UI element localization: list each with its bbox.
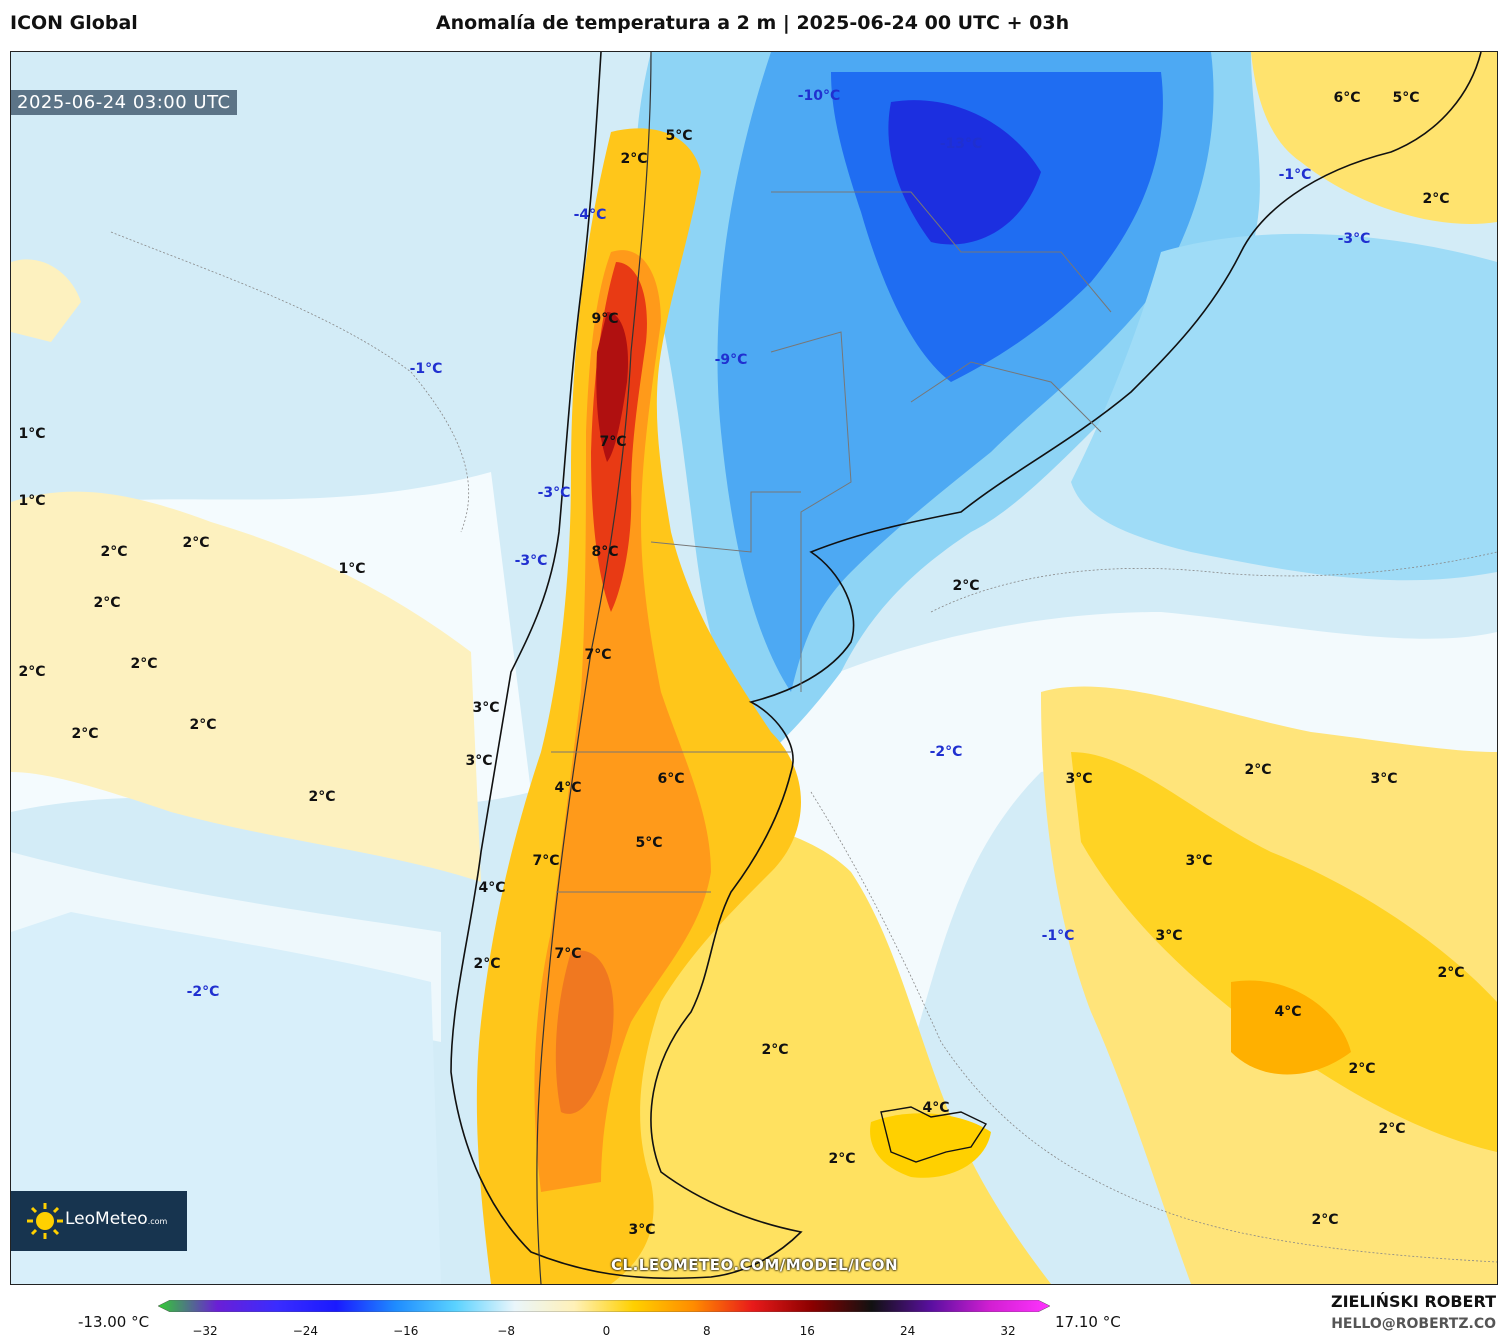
author-email[interactable]: HELLO@ROBERTZ.CO (1331, 1316, 1496, 1332)
contour-label: 4°C (478, 880, 506, 896)
contour-label: 2°C (18, 664, 46, 680)
anomaly-map (11, 52, 1497, 1284)
colorbar-min-label: -13.00 °C (78, 1313, 150, 1331)
contour-label: -3°C (514, 553, 548, 569)
colorbar-tick: 16 (799, 1324, 815, 1338)
contour-label: 2°C (308, 789, 336, 805)
cold-anomaly (1071, 233, 1497, 581)
contour-label: -9°C (714, 352, 748, 368)
contour-label: 3°C (1155, 928, 1183, 944)
contour-label: 5°C (665, 128, 693, 144)
warm-anomaly (555, 950, 614, 1114)
contour-label: -13°C (939, 136, 983, 152)
contour-label: 2°C (952, 578, 980, 594)
contour-label: 7°C (532, 853, 560, 869)
contour-label: -1°C (1278, 167, 1312, 183)
contour-label: -4°C (573, 207, 607, 223)
contour-label: 7°C (584, 647, 612, 663)
contour-label: 5°C (1392, 90, 1420, 106)
author-name: ZIELIŃSKI ROBERT (1330, 1292, 1496, 1311)
contour-label: 3°C (472, 700, 500, 716)
contour-label: 2°C (130, 656, 158, 672)
warm-anomaly (596, 312, 629, 462)
warm-anomaly (1231, 980, 1351, 1075)
colorbar-tick: −8 (497, 1324, 515, 1338)
colorbar-tick: 0 (602, 1324, 611, 1338)
contour-label: 7°C (554, 946, 582, 962)
contour-label: 2°C (473, 956, 501, 972)
model-name: ICON Global (10, 12, 138, 34)
contour-label: 6°C (1333, 90, 1361, 106)
contour-label: 3°C (465, 753, 493, 769)
contour-label: 3°C (1185, 853, 1213, 869)
contour-label: 2°C (1311, 1212, 1339, 1228)
sun-icon (27, 1203, 63, 1239)
colorbar-tick: 32 (1000, 1324, 1016, 1338)
contour-label: 1°C (18, 426, 46, 442)
leometeo-logo[interactable]: LeoMeteo.com (11, 1191, 187, 1251)
contour-label: 2°C (1437, 965, 1465, 981)
falkland-islands (880, 1106, 988, 1163)
contour-label: 5°C (635, 835, 663, 851)
contour-label: -1°C (1041, 928, 1075, 944)
colorbar-tick: 24 (899, 1324, 916, 1338)
contour-label: -1°C (409, 361, 443, 377)
contour-label: 2°C (761, 1042, 789, 1058)
neutral-zone (771, 612, 1497, 1052)
warm-anomaly (1071, 752, 1497, 1152)
contour-label: 4°C (1274, 1004, 1302, 1020)
contour-label: 2°C (182, 535, 210, 551)
contour-label: 2°C (1378, 1121, 1406, 1137)
contour-label: 2°C (1422, 191, 1450, 207)
colorbar-tick: −24 (292, 1324, 319, 1338)
contour-label: 2°C (828, 1151, 856, 1167)
contour-label: 2°C (189, 717, 217, 733)
contour-label: 6°C (657, 771, 685, 787)
warm-anomaly (1251, 52, 1497, 224)
contour-label: 2°C (100, 544, 128, 560)
colorbar-max-label: 17.10 °C (1055, 1313, 1121, 1331)
coastline (450, 52, 1482, 1280)
contour-label: 2°C (71, 726, 99, 742)
contour-label: 4°C (922, 1100, 950, 1116)
contour-label: 3°C (628, 1222, 656, 1238)
contour-label: 9°C (591, 311, 619, 327)
contour-label: -3°C (1337, 231, 1371, 247)
source-url[interactable]: CL.LEOMETEO.COM/MODEL/ICON (611, 1256, 899, 1274)
contour-label: 7°C (599, 434, 627, 450)
contour-label: 3°C (1370, 771, 1398, 787)
logo-text: LeoMeteo.com (65, 1209, 168, 1229)
contour-label: 2°C (1348, 1061, 1376, 1077)
warm-anomaly (11, 491, 481, 882)
map-title: Anomalía de temperatura a 2 m | 2025-06-… (435, 12, 1070, 34)
contour-label: 2°C (93, 595, 121, 611)
contour-label: 2°C (620, 151, 648, 167)
colorbar-tick: 8 (703, 1324, 711, 1338)
contour-label: 4°C (554, 780, 582, 796)
warm-anomaly (11, 259, 81, 342)
cold-anomaly (888, 100, 1041, 245)
colorbar (158, 1300, 1050, 1312)
contour-label: 2°C (1244, 762, 1272, 778)
contour-label: 1°C (338, 561, 366, 577)
contour-line (810, 791, 1497, 1263)
contour-label: 3°C (1065, 771, 1093, 787)
valid-time-badge: 2025-06-24 03:00 UTC (11, 90, 237, 115)
contour-label: -2°C (186, 984, 220, 1000)
border (551, 191, 1112, 893)
contour-label: -3°C (537, 485, 571, 501)
contour-label: 8°C (591, 544, 619, 560)
contour-label: -2°C (929, 744, 963, 760)
warm-anomaly (870, 1113, 991, 1178)
contour-label: 1°C (18, 493, 46, 509)
contour-label: -10°C (797, 88, 841, 104)
colorbar-tick: −32 (192, 1324, 218, 1338)
border (536, 52, 652, 1284)
map-panel: 2025-06-24 03:00 UTC 5°C 2°C -10°C -13°C 6°C… (10, 51, 1498, 1285)
colorbar-tick: −16 (393, 1324, 419, 1338)
